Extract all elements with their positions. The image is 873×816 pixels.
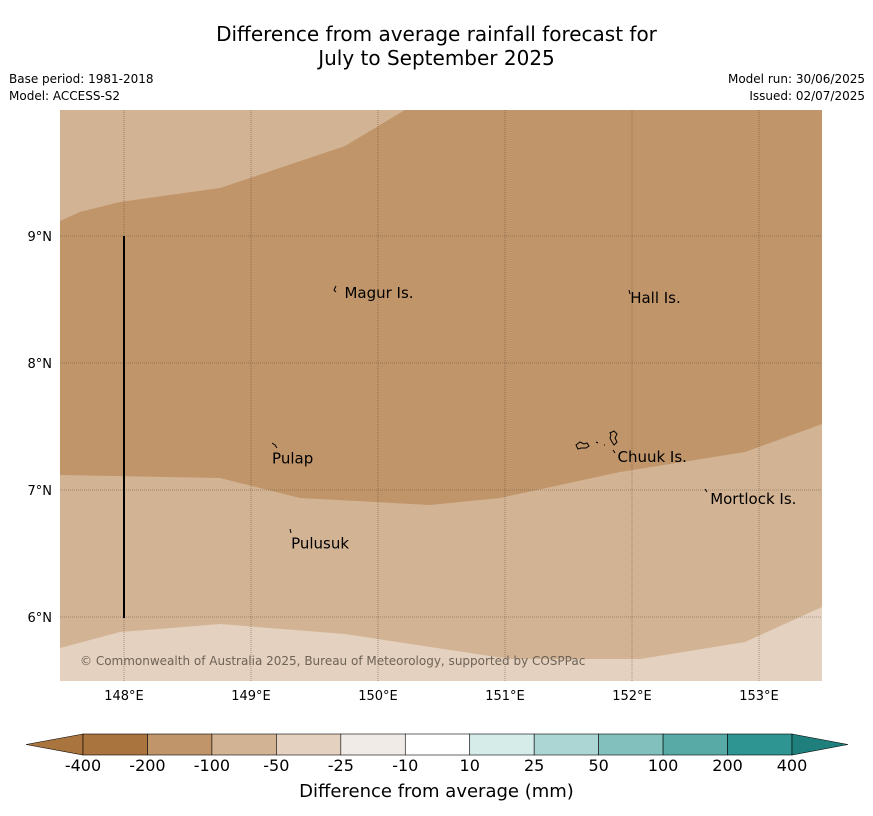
pulusuk-outline [289, 528, 292, 534]
colorbar-under-arrow [25, 733, 84, 756]
base-period: Base period: 1981-2018 [9, 72, 154, 86]
colorbar-segment [404, 733, 471, 756]
colorbar-segment [276, 733, 342, 756]
place-label: Mortlock Is. [710, 490, 796, 508]
mortlock-outline [704, 488, 708, 493]
longitude-tick: 151°E [485, 689, 525, 704]
title-line-2: July to September 2025 [318, 46, 555, 70]
island-outlines [271, 285, 708, 534]
hall-outline [628, 289, 631, 295]
latitude-tick: 9°N [28, 230, 53, 245]
graticule [60, 110, 822, 681]
model-run: Model run: 30/06/2025 [727, 72, 865, 86]
colorbar-tick: -50 [263, 756, 289, 775]
pulap-outline [271, 442, 278, 449]
place-label: Pulusuk [291, 534, 349, 552]
copyright-text: © Commonwealth of Australia 2025, Bureau… [80, 654, 585, 668]
latitude-tick: 6°N [28, 611, 53, 626]
longitude-tick: 148°E [104, 689, 144, 704]
colorbar-tick: -25 [328, 756, 354, 775]
chuuk-outline [575, 430, 618, 454]
latitude-tick: 7°N [28, 484, 53, 499]
colorbar-segment [340, 733, 406, 756]
latitude-tick: 8°N [28, 357, 53, 372]
longitude-tick: 149°E [231, 689, 271, 704]
colorbar-segment [662, 733, 728, 756]
colorbar-tick: 100 [648, 756, 679, 775]
metadata-right: Model run: 30/06/2025 Issued: 02/07/2025 [728, 71, 865, 105]
magur-outline [333, 285, 337, 293]
colorbar-segments [25, 733, 849, 756]
title-line-1: Difference from average rainfall forecas… [216, 22, 657, 46]
colorbar-segment [469, 733, 535, 756]
place-labels: Magur Is. Hall Is. Pulap Chuuk Is. Mortlock … [272, 284, 796, 552]
place-label: Hall Is. [630, 289, 681, 307]
colorbar-segment [598, 733, 664, 756]
longitude-tick-labels: 148°E 149°E 150°E 151°E 152°E 153°E [104, 689, 779, 704]
longitude-tick: 153°E [739, 689, 779, 704]
colorbar-tick-labels: -400 -200 -100 -50 -25 -10 10 25 50 100 200 400 [65, 756, 807, 775]
longitude-tick: 152°E [612, 689, 652, 704]
issued-date: Issued: 02/07/2025 [749, 89, 865, 103]
colorbar-segment [211, 733, 277, 756]
place-label: Pulap [272, 449, 313, 467]
place-label: Magur Is. [344, 284, 413, 302]
band-medium-north [60, 110, 405, 221]
band-pale-south [60, 607, 822, 681]
model-name: Model: ACCESS-S2 [9, 89, 121, 103]
colorbar-segment [727, 733, 793, 756]
place-label: Chuuk Is. [617, 448, 686, 466]
colorbar-label: Difference from average (mm) [299, 781, 574, 802]
colorbar-tick: 400 [777, 756, 808, 775]
colorbar-tick: 10 [460, 756, 480, 775]
colorbar-tick: -200 [129, 756, 165, 775]
colorbar-tick: -400 [65, 756, 101, 775]
band-dark [60, 110, 822, 505]
colorbar-segment [82, 733, 148, 756]
colorbar-tick: -100 [194, 756, 230, 775]
colorbar-tick: 200 [712, 756, 743, 775]
colorbar-segment [533, 733, 599, 756]
latitude-tick-labels: 9°N 8°N 7°N 6°N [28, 230, 53, 626]
colorbar-over-arrow [791, 733, 849, 756]
colorbar-tick: 50 [588, 756, 608, 775]
colorbar-tick: 25 [524, 756, 544, 775]
colorbar-tick: -10 [392, 756, 418, 775]
chart-title: Difference from average rainfall forecas… [0, 22, 873, 70]
metadata-left: Base period: 1981-2018 Model: ACCESS-S2 [9, 71, 154, 105]
colorbar-segment [147, 733, 213, 756]
longitude-tick: 150°E [358, 689, 398, 704]
